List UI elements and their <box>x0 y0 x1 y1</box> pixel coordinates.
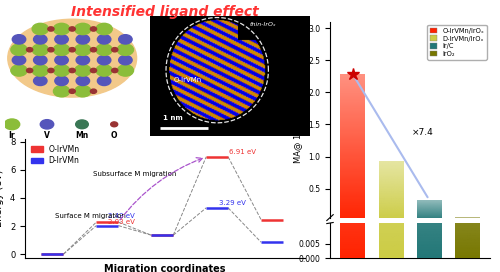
Circle shape <box>54 23 70 35</box>
Circle shape <box>90 68 96 73</box>
Circle shape <box>4 119 20 130</box>
Circle shape <box>12 55 26 65</box>
Circle shape <box>96 44 112 55</box>
Circle shape <box>32 23 48 35</box>
Circle shape <box>76 55 90 65</box>
Text: thin-IrOₓ: thin-IrOₓ <box>249 22 276 27</box>
Circle shape <box>112 48 118 52</box>
Text: Ir: Ir <box>8 131 16 140</box>
Circle shape <box>98 76 111 85</box>
Text: 2.43 eV: 2.43 eV <box>108 213 135 219</box>
Circle shape <box>98 55 111 65</box>
Circle shape <box>40 120 54 129</box>
Circle shape <box>32 65 48 76</box>
Text: 1 nm: 1 nm <box>163 115 182 121</box>
Legend: O-IrVMn, D-IrVMn: O-IrVMn, D-IrVMn <box>29 143 82 167</box>
Circle shape <box>98 35 111 44</box>
Text: O-IrVMn: O-IrVMn <box>174 77 202 83</box>
Bar <box>378 38 404 258</box>
Circle shape <box>74 44 91 55</box>
Ellipse shape <box>8 19 136 97</box>
Circle shape <box>69 89 75 93</box>
Circle shape <box>76 120 88 129</box>
Circle shape <box>76 76 90 85</box>
Circle shape <box>112 68 118 73</box>
Circle shape <box>74 86 91 97</box>
Circle shape <box>69 27 75 31</box>
Circle shape <box>90 27 96 31</box>
Text: ×7.4: ×7.4 <box>412 128 434 137</box>
Text: 3.29 eV: 3.29 eV <box>220 200 246 206</box>
Text: 2.03 eV: 2.03 eV <box>108 219 136 225</box>
Text: V: V <box>44 131 50 140</box>
Bar <box>340 75 365 221</box>
Circle shape <box>34 76 47 85</box>
Circle shape <box>11 44 27 55</box>
Circle shape <box>74 65 91 76</box>
Circle shape <box>54 44 70 55</box>
Circle shape <box>54 65 70 76</box>
Circle shape <box>90 48 96 52</box>
Circle shape <box>54 86 70 97</box>
Circle shape <box>26 68 32 73</box>
Circle shape <box>69 68 75 73</box>
Circle shape <box>55 35 68 44</box>
Circle shape <box>48 27 54 31</box>
Circle shape <box>110 122 117 127</box>
Circle shape <box>76 35 90 44</box>
Bar <box>455 96 479 258</box>
Circle shape <box>12 35 26 44</box>
Circle shape <box>55 55 68 65</box>
Circle shape <box>90 89 96 93</box>
Legend: O-IrVMn/IrOₓ, D-IrVMn/IrOₓ, Ir/C, IrO₂: O-IrVMn/IrOₓ, D-IrVMn/IrOₓ, Ir/C, IrO₂ <box>428 25 486 60</box>
Text: O: O <box>111 131 117 140</box>
Circle shape <box>118 55 132 65</box>
Circle shape <box>32 44 48 55</box>
Circle shape <box>118 35 132 44</box>
Bar <box>340 23 365 258</box>
Circle shape <box>26 48 32 52</box>
Text: Subsurface M migration: Subsurface M migration <box>93 171 176 177</box>
Circle shape <box>118 65 134 76</box>
Circle shape <box>34 55 47 65</box>
Bar <box>416 52 442 258</box>
Bar <box>455 217 479 221</box>
Y-axis label: MA@ 1.53V (A mg⁻¹): MA@ 1.53V (A mg⁻¹) <box>294 76 302 163</box>
Y-axis label: Energy (eV): Energy (eV) <box>0 170 4 227</box>
Circle shape <box>34 35 47 44</box>
Text: Mn: Mn <box>76 131 88 140</box>
Text: Surface M migration: Surface M migration <box>55 213 126 219</box>
Circle shape <box>118 44 134 55</box>
Circle shape <box>55 76 68 85</box>
Circle shape <box>48 68 54 73</box>
Circle shape <box>11 65 27 76</box>
Text: 6.91 eV: 6.91 eV <box>229 149 256 155</box>
Circle shape <box>74 23 91 35</box>
Circle shape <box>69 48 75 52</box>
Text: Intensified ligand effect: Intensified ligand effect <box>71 5 259 19</box>
Bar <box>416 200 442 221</box>
Circle shape <box>96 23 112 35</box>
Circle shape <box>48 48 54 52</box>
Circle shape <box>96 65 112 76</box>
Bar <box>378 161 404 221</box>
X-axis label: Migration coordinates: Migration coordinates <box>104 264 226 272</box>
